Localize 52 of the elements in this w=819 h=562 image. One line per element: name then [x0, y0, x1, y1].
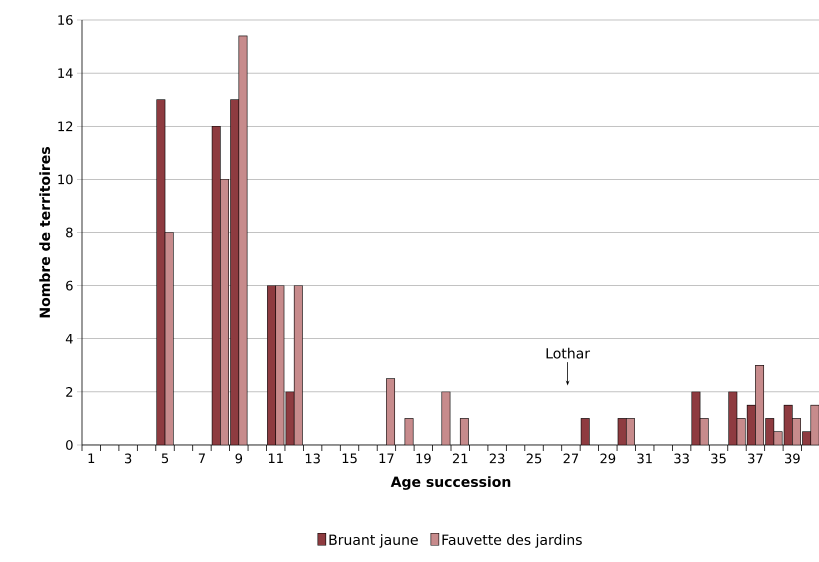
y-tick-label: 0: [66, 440, 73, 450]
x-axis-title: Age succession: [390, 476, 510, 490]
bar: [230, 99, 240, 445]
y-axis-title: Nombre de territoires: [39, 147, 50, 318]
y-tick-label: 10: [58, 174, 73, 184]
bar: [156, 99, 166, 445]
bar: [275, 285, 284, 445]
x-tick-label: 35: [711, 454, 726, 464]
bar: [626, 418, 635, 445]
x-tick-label: 29: [600, 454, 616, 464]
y-tick-label: 16: [58, 15, 73, 25]
x-tick-label: 33: [674, 454, 689, 464]
x-tick-label: 15: [342, 454, 357, 464]
x-tick-label: 11: [268, 454, 283, 463]
y-tick-label: 6: [66, 280, 73, 291]
bar: [441, 392, 450, 445]
annotation: Lothar: [546, 348, 590, 359]
x-tick-label: 5: [162, 454, 168, 464]
x-tick-label: 31: [637, 454, 652, 464]
x-tick-label: 3: [124, 454, 132, 464]
y-tick-label: 12: [58, 121, 72, 132]
bar: [212, 126, 221, 445]
bar: [220, 179, 229, 445]
x-tick-label: 1: [88, 454, 94, 463]
bar: [792, 418, 801, 445]
x-tick-label: 9: [236, 454, 242, 464]
bar: [238, 36, 248, 445]
bar: [774, 432, 782, 445]
bar: [267, 285, 276, 445]
x-tick-label: 27: [564, 454, 578, 464]
y-tick-label: 4: [66, 334, 73, 344]
bar: [755, 365, 764, 445]
x-tick-label: 39: [785, 454, 800, 464]
y-tick-label: 14: [58, 68, 73, 78]
x-tick-label: 21: [452, 454, 468, 464]
x-tick-label: 25: [526, 454, 542, 464]
bar: [810, 404, 819, 445]
legend-label: Fauvette des jardins: [442, 534, 582, 548]
bar: [691, 392, 700, 445]
bar: [164, 232, 174, 445]
x-tick-label: 7: [198, 454, 205, 463]
x-tick-label: 19: [416, 454, 431, 464]
x-tick-label: 17: [380, 454, 394, 463]
bar: [404, 418, 414, 445]
x-tick-label: 37: [748, 454, 763, 464]
x-tick-label: 23: [490, 454, 504, 464]
y-tick-label: 2: [66, 387, 72, 397]
y-tick-label: 8: [66, 228, 73, 238]
legend-label: Bruant jaune: [329, 534, 418, 548]
bar: [286, 392, 294, 445]
bar: [294, 285, 303, 445]
x-tick-label: 13: [306, 454, 320, 464]
